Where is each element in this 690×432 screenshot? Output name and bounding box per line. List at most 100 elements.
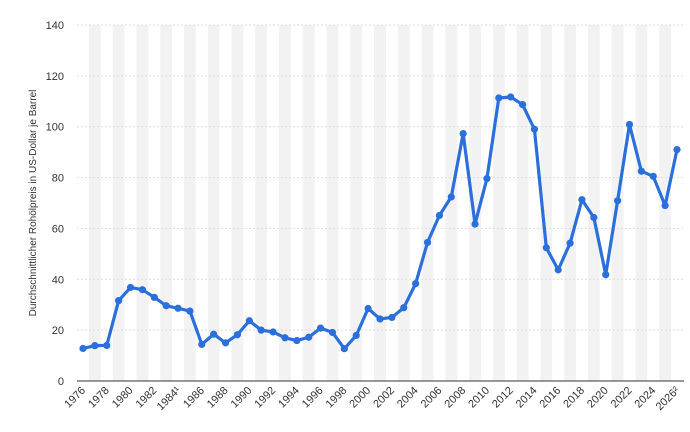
x-tick-label: 1998 <box>324 385 350 411</box>
data-point <box>376 315 384 323</box>
background-band <box>492 25 505 381</box>
x-tick-label: 2026² <box>654 384 683 413</box>
data-point <box>186 307 194 315</box>
x-tick-label: 2010 <box>466 385 492 411</box>
x-tick-label: 1980 <box>110 385 136 411</box>
data-point <box>79 344 87 353</box>
data-point <box>590 213 598 222</box>
data-point <box>566 239 574 247</box>
data-point <box>150 293 158 301</box>
background-bands <box>88 25 672 381</box>
data-point <box>138 286 146 294</box>
data-point <box>507 93 515 101</box>
background-band <box>231 25 244 381</box>
data-point <box>233 331 242 339</box>
x-tick-label: 2004 <box>395 385 421 411</box>
background-band <box>397 25 410 381</box>
x-tick-label: 2020 <box>585 385 611 411</box>
data-point <box>91 342 99 350</box>
background-band <box>516 25 529 381</box>
x-tick-label: 1994 <box>276 385 302 411</box>
data-point <box>673 146 681 154</box>
data-point <box>447 193 455 201</box>
data-point <box>352 331 360 340</box>
y-tick-label: 80 <box>52 173 64 185</box>
background-band <box>88 25 101 381</box>
data-point <box>115 297 123 305</box>
x-axis-ticks: 19761978198019821984¹1986198819901992199… <box>62 384 682 413</box>
data-point <box>364 304 372 313</box>
background-band <box>302 25 315 381</box>
data-point <box>210 330 218 338</box>
data-point <box>530 125 539 133</box>
background-band <box>445 25 458 381</box>
data-point <box>388 313 396 322</box>
background-band <box>540 25 553 381</box>
data-point <box>281 334 289 342</box>
data-point <box>221 339 230 347</box>
data-point <box>602 271 610 279</box>
x-tick-label: 1990 <box>229 385 255 411</box>
y-tick-label: 20 <box>52 325 64 337</box>
data-point <box>269 328 277 336</box>
data-point <box>649 172 657 180</box>
data-point <box>328 328 337 337</box>
x-tick-label: 2000 <box>347 385 373 411</box>
x-tick-label: 1978 <box>86 385 112 411</box>
data-point <box>471 220 479 228</box>
gridlines <box>77 24 684 331</box>
y-tick-label: 100 <box>46 122 64 134</box>
data-point <box>400 304 408 312</box>
x-tick-label: 1986 <box>181 385 207 411</box>
x-tick-label: 1996 <box>300 385 326 411</box>
background-band <box>469 25 481 381</box>
data-point <box>542 244 550 252</box>
data-point <box>293 336 301 345</box>
background-band <box>564 25 577 381</box>
y-tick-label: 140 <box>46 20 64 32</box>
background-band <box>183 25 196 381</box>
data-point <box>162 302 170 310</box>
background-band <box>255 25 268 381</box>
x-tick-label: 2014 <box>514 385 540 411</box>
y-tick-label: 0 <box>58 376 64 388</box>
background-band <box>635 25 648 381</box>
background-band <box>112 25 125 381</box>
background-band <box>326 25 339 381</box>
data-point <box>412 280 420 288</box>
data-point <box>257 326 265 334</box>
data-point <box>483 174 491 183</box>
x-tick-label: 2018 <box>561 385 587 411</box>
background-band <box>279 25 291 381</box>
y-tick-label: 40 <box>52 274 64 286</box>
data-point <box>614 197 622 205</box>
y-tick-label: 120 <box>46 71 64 83</box>
y-axis-ticks: 0 20 40 60 80 100 120 140 <box>46 20 64 388</box>
x-tick-label: 1984¹ <box>155 384 184 413</box>
background-band <box>587 25 600 381</box>
data-point <box>554 266 562 274</box>
background-band <box>421 25 434 381</box>
data-point <box>103 341 111 349</box>
x-tick-label: 2008 <box>442 385 468 411</box>
x-tick-label: 2016 <box>538 385 564 411</box>
y-axis-label: Durchschnittlicher Rohölpreis in US-Doll… <box>28 90 39 317</box>
x-tick-label: 2006 <box>419 385 445 411</box>
data-point <box>174 304 182 312</box>
data-point <box>245 317 253 325</box>
y-tick-label: 60 <box>52 223 64 235</box>
data-point <box>637 167 645 175</box>
x-tick-label: 2012 <box>490 385 516 411</box>
x-tick-label: 1988 <box>205 385 231 411</box>
data-points <box>79 93 681 353</box>
background-band <box>207 25 220 381</box>
background-band <box>160 25 173 381</box>
data-point <box>126 283 135 292</box>
x-tick-label: 1976 <box>62 385 88 411</box>
data-point <box>198 340 206 348</box>
data-point <box>625 120 634 129</box>
data-point <box>495 94 503 102</box>
data-point <box>459 129 467 138</box>
x-tick-label: 1992 <box>252 385 278 411</box>
